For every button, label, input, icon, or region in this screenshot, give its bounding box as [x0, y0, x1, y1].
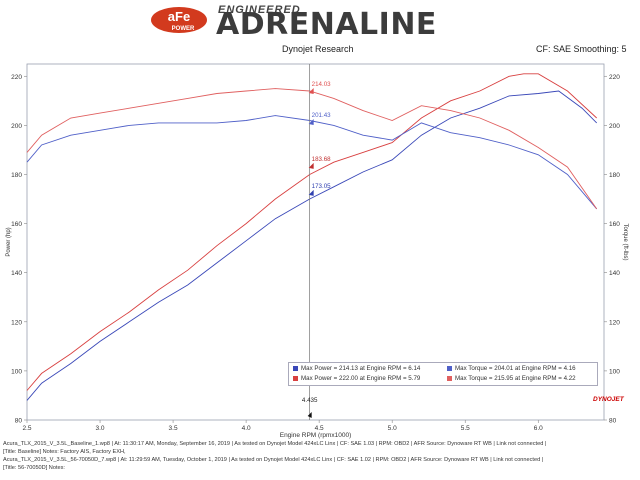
- y-tick-label-left: 120: [11, 319, 22, 326]
- cursor-value-label: 183.68: [312, 156, 331, 163]
- footer-line-4: [Title: 56-70050D] Notes:: [3, 465, 65, 471]
- cursor-marker-x: [307, 412, 312, 418]
- x-tick-label: 5.0: [388, 425, 397, 432]
- legend-swatch-red: [293, 375, 298, 381]
- y-axis-title-right: Torque (ft-lbs): [622, 223, 628, 260]
- x-tick-label: 2.5: [22, 425, 31, 432]
- y-tick-label-left: 160: [11, 221, 22, 228]
- y-tick-label-left: 140: [11, 270, 22, 277]
- cursor-marker: [308, 162, 314, 169]
- y-tick-label-left: 100: [11, 368, 22, 375]
- chart-legend: Max Power = 214.13 at Engine RPM = 6.14 …: [288, 362, 598, 386]
- logo-badge-text: aFe: [168, 9, 190, 24]
- footer-line-2: [Title: Baseline] Notes: Factory AIS, Fa…: [3, 449, 126, 455]
- brand-logo: aFe POWER ENGINEERED ADRENALINE: [150, 4, 490, 40]
- legend-row-2-right-wrap: Max Torque = 215.95 at Engine RPM = 4.22: [447, 374, 576, 384]
- x-tick-label: 4.0: [242, 425, 251, 432]
- legend-row-1-right: Max Torque = 204.01 at Engine RPM = 4.16: [455, 365, 576, 372]
- y-tick-label-right: 120: [609, 319, 620, 326]
- x-tick-label: 5.5: [461, 425, 470, 432]
- y-tick-label-left: 80: [15, 418, 23, 425]
- x-tick-label: 4.5: [315, 425, 324, 432]
- logo-subtitle: ENGINEERED: [218, 4, 301, 16]
- legend-row-2-right: Max Torque = 215.95 at Engine RPM = 4.22: [455, 375, 576, 382]
- run-info-footer: Acura_TLX_2015_V_3.5L_Baseline_1.wp8 | A…: [3, 440, 637, 472]
- logo-title: ADRENALINE: [216, 7, 437, 42]
- cursor-marker: [308, 118, 314, 125]
- legend-row-2-left: Max Power = 222.00 at Engine RPM = 5.79: [301, 375, 421, 382]
- series-line-1: [26, 90, 598, 401]
- cursor-x-label: 4.435: [302, 397, 318, 404]
- x-axis-title: Engine RPM (rpmx1000): [280, 432, 352, 439]
- cursor-marker: [308, 189, 314, 196]
- footer-line-3: Acura_TLX_2015_V_3.5L_56-70050D_7.wp8 | …: [3, 457, 544, 463]
- legend-swatch-red-torque: [447, 375, 452, 381]
- logo-badge-subtext: POWER: [172, 26, 195, 32]
- chart-header-right: CF: SAE Smoothing: 5: [536, 44, 627, 54]
- cursor-value-label: 201.43: [312, 112, 331, 119]
- x-tick-label: 3.0: [96, 425, 105, 432]
- cursor-value-label: 214.03: [312, 81, 331, 88]
- chart-header-center: Dynojet Research: [282, 44, 354, 54]
- y-tick-label-right: 220: [609, 74, 620, 81]
- legend-row-2: Max Power = 222.00 at Engine RPM = 5.79: [293, 374, 420, 384]
- cursor-value-label: 173.05: [312, 183, 331, 190]
- series-line-2: [26, 73, 598, 391]
- y-tick-label-right: 140: [609, 270, 620, 277]
- y-tick-label-right: 160: [609, 221, 620, 228]
- x-tick-label: 6.0: [534, 425, 543, 432]
- y-tick-label-left: 200: [11, 123, 22, 130]
- footer-line-1: Acura_TLX_2015_V_3.5L_Baseline_1.wp8 | A…: [3, 441, 547, 447]
- y-tick-label-right: 200: [609, 123, 620, 130]
- legend-swatch-blue-torque: [447, 365, 452, 371]
- plot-area: [26, 63, 605, 421]
- dynojet-mark: DYNOJET: [593, 396, 624, 403]
- y-tick-label-right: 80: [609, 418, 617, 425]
- y-tick-label-right: 180: [609, 172, 620, 179]
- afe-badge-icon: aFe POWER: [151, 7, 207, 33]
- x-tick-label: 3.5: [169, 425, 178, 432]
- y-tick-label-left: 180: [11, 172, 22, 179]
- legend-row-1-left: Max Power = 214.13 at Engine RPM = 6.14: [301, 365, 421, 372]
- legend-row-1-right-wrap: Max Torque = 204.01 at Engine RPM = 4.16: [447, 364, 576, 374]
- cursor-marker: [308, 88, 314, 95]
- y-axis-title-left: Power (hp): [6, 227, 12, 256]
- y-tick-label-right: 100: [609, 368, 620, 375]
- y-tick-label-left: 220: [11, 74, 22, 81]
- legend-row-1: Max Power = 214.13 at Engine RPM = 6.14: [293, 364, 420, 374]
- legend-swatch-blue: [293, 365, 298, 371]
